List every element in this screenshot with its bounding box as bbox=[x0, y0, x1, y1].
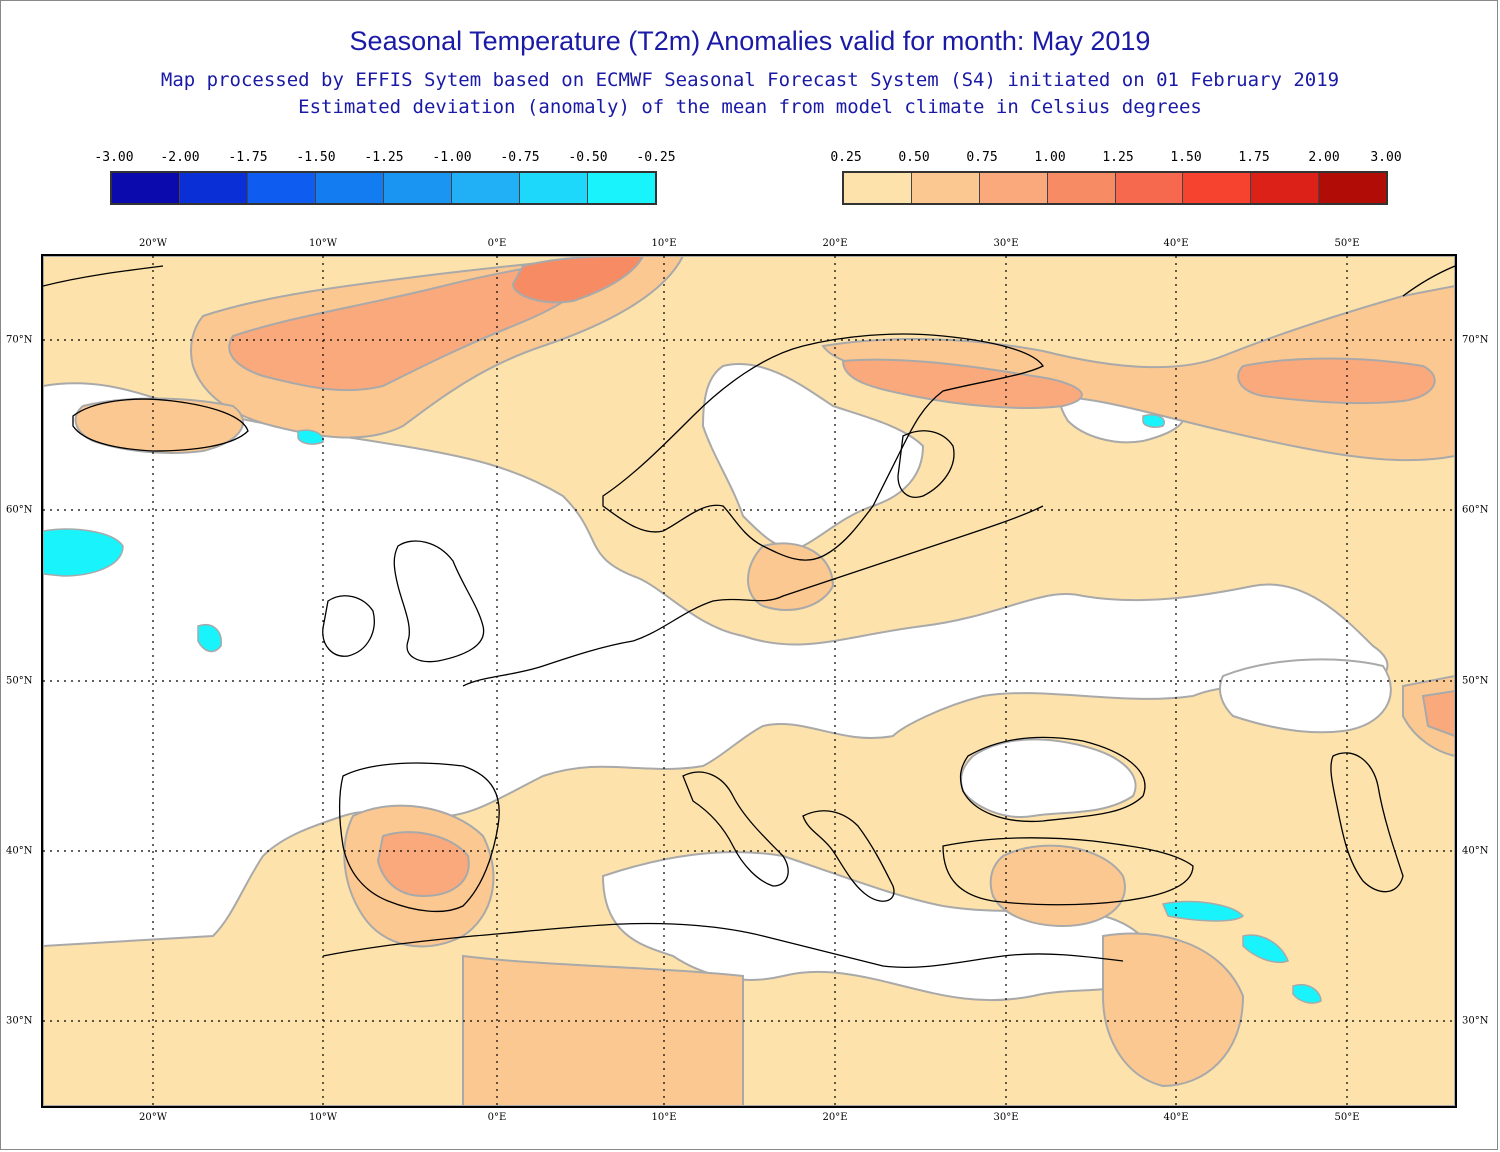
lat-label-right: 30°N bbox=[1462, 1015, 1489, 1027]
lat-label-right: 40°N bbox=[1462, 845, 1489, 857]
anomaly-fill-0-50 bbox=[74, 256, 1455, 1106]
lat-label-right: 50°N bbox=[1462, 675, 1489, 687]
lon-label-top: 0°E bbox=[487, 238, 507, 249]
legend-positive-bar bbox=[842, 171, 1388, 205]
legend-neg-swatch-3 bbox=[316, 173, 384, 203]
legend-pos-swatch-3 bbox=[1047, 173, 1116, 203]
legend-pos-swatch-6 bbox=[1251, 173, 1320, 203]
legend-pos-label: 1.75 bbox=[1238, 150, 1270, 165]
legend-pos-label: 1.25 bbox=[1102, 150, 1134, 165]
legend-neg-label: -0.50 bbox=[568, 150, 608, 165]
legend-pos-swatch-4 bbox=[1115, 173, 1184, 203]
lat-label-left: 40°N bbox=[6, 845, 33, 857]
anomaly-fill-0-75 bbox=[228, 259, 1455, 898]
lat-label-left: 60°N bbox=[6, 504, 33, 516]
legend-pos-label: 0.25 bbox=[830, 150, 862, 165]
legend-neg-swatch-7 bbox=[588, 173, 655, 203]
legend-pos-label: 1.50 bbox=[1170, 150, 1202, 165]
lon-label-bottom: 10°E bbox=[651, 1112, 677, 1123]
lon-label-bottom: 50°E bbox=[1334, 1112, 1360, 1123]
legend-neg-label: -3.00 bbox=[94, 150, 134, 165]
lon-label-bottom: 10°W bbox=[308, 1112, 338, 1123]
legend-neg-swatch-4 bbox=[384, 173, 452, 203]
lat-label-left: 30°N bbox=[6, 1015, 33, 1027]
lat-label-right: 70°N bbox=[1462, 334, 1489, 346]
lon-label-top: 50°E bbox=[1334, 238, 1360, 249]
coastlines bbox=[43, 265, 1455, 968]
lat-label-left: 70°N bbox=[6, 334, 33, 346]
lon-label-bottom: 20°W bbox=[138, 1112, 168, 1123]
lon-label-bottom: 40°E bbox=[1163, 1112, 1189, 1123]
legend-pos-label: 1.00 bbox=[1034, 150, 1066, 165]
anomaly-fill-1-00 bbox=[511, 256, 645, 304]
lon-label-top: 20°E bbox=[822, 238, 848, 249]
lon-label-bottom: 20°E bbox=[822, 1112, 848, 1123]
legend-pos-label: 3.00 bbox=[1370, 150, 1402, 165]
legend-pos-swatch-5 bbox=[1183, 173, 1252, 203]
legend-neg-label: -1.50 bbox=[296, 150, 336, 165]
lon-label-top: 30°E bbox=[993, 238, 1019, 249]
legend-pos-swatch-1 bbox=[911, 173, 980, 203]
legend-pos-label: 0.50 bbox=[898, 150, 930, 165]
legend-negative-bar bbox=[110, 171, 657, 205]
lon-label-top: 10°E bbox=[651, 238, 677, 249]
map-title: Seasonal Temperature (T2m) Anomalies val… bbox=[349, 26, 1151, 56]
lon-label-top: 20°W bbox=[138, 238, 168, 249]
legend-neg-swatch-0 bbox=[112, 173, 180, 203]
legend-neg-label: -1.25 bbox=[364, 150, 404, 165]
map-panel[interactable] bbox=[41, 254, 1457, 1108]
legend-neg-label: -0.25 bbox=[636, 150, 676, 165]
legend-pos-swatch-2 bbox=[979, 173, 1048, 203]
lat-label-left: 50°N bbox=[6, 675, 33, 687]
legend-pos-swatch-7 bbox=[1319, 173, 1386, 203]
legend-pos-label: 2.00 bbox=[1308, 150, 1340, 165]
anomaly-fill-negative bbox=[43, 414, 1322, 1004]
legend-neg-label: -1.00 bbox=[432, 150, 472, 165]
legend-neg-swatch-6 bbox=[520, 173, 588, 203]
lon-label-top: 40°E bbox=[1163, 238, 1189, 249]
legend-pos-swatch-0 bbox=[844, 173, 912, 203]
anomaly-map bbox=[43, 256, 1455, 1106]
legend-neg-label: -0.75 bbox=[500, 150, 540, 165]
legend-neg-label: -1.75 bbox=[228, 150, 268, 165]
legend-neg-swatch-2 bbox=[248, 173, 316, 203]
graticule bbox=[43, 256, 1455, 1106]
map-subtitle-processing: Map processed by EFFIS Sytem based on EC… bbox=[160, 69, 1340, 91]
lon-label-top: 10°W bbox=[308, 238, 338, 249]
map-subtitle-units: Estimated deviation (anomaly) of the mea… bbox=[298, 96, 1202, 118]
lat-label-right: 60°N bbox=[1462, 504, 1489, 516]
legend-pos-label: 0.75 bbox=[966, 150, 998, 165]
legend-neg-swatch-1 bbox=[180, 173, 248, 203]
legend-neg-label: -2.00 bbox=[160, 150, 200, 165]
legend-neg-swatch-5 bbox=[452, 173, 520, 203]
lon-label-bottom: 0°E bbox=[487, 1112, 507, 1123]
lon-label-bottom: 30°E bbox=[993, 1112, 1019, 1123]
